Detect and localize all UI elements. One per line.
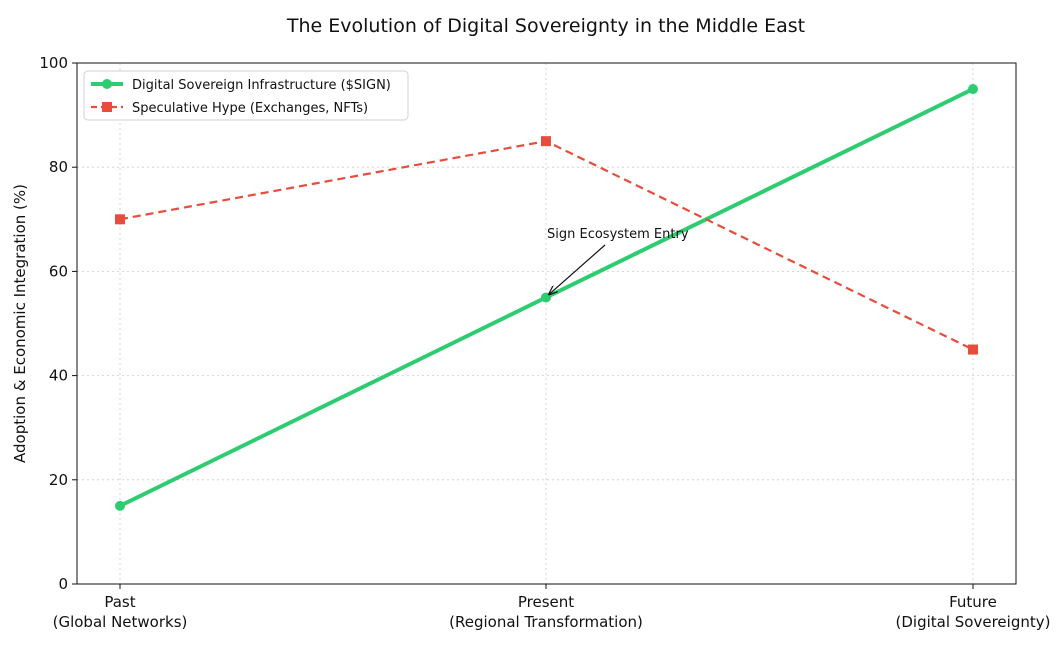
- annotation-arrow: [549, 244, 606, 294]
- legend-label-1: Speculative Hype (Exchanges, NFTs): [132, 101, 368, 116]
- annotations: Sign Ecosystem Entry: [547, 227, 689, 294]
- x-tick-label: Present: [518, 593, 574, 611]
- axes: 0 20 40 60 80 100 Past (Global Networks) Present…: [39, 54, 1050, 631]
- annotation-label: Sign Ecosystem Entry: [547, 227, 689, 242]
- y-tick-label: 40: [49, 367, 68, 385]
- chart-title: The Evolution of Digital Sovereignty in …: [286, 15, 805, 37]
- y-axis-label: Adoption & Economic Integration (%): [11, 184, 29, 463]
- y-tick-label: 20: [49, 471, 68, 489]
- y-tick-label: 0: [58, 575, 68, 593]
- series-line-1: [119, 140, 974, 351]
- series-1-point-1: [541, 136, 551, 147]
- series-1-point-0: [115, 214, 125, 225]
- legend-swatch-marker-1: [102, 102, 112, 112]
- series-0-point-0: [115, 500, 125, 511]
- x-tick-label: (Global Networks): [53, 613, 188, 631]
- y-tick-label: 60: [49, 262, 68, 280]
- legend-box: [83, 70, 409, 121]
- x-tick-label: Past: [104, 593, 135, 611]
- y-tick-label: 100: [39, 54, 68, 72]
- series: [115, 84, 978, 511]
- series-0-point-2: [968, 84, 978, 95]
- x-tick-label: Future: [949, 593, 997, 611]
- x-tick-label: (Digital Sovereignty): [896, 613, 1051, 631]
- legend-label-0: Digital Sovereign Infrastructure ($SIGN): [132, 78, 391, 93]
- legend: Digital Sovereign Infrastructure ($SIGN)…: [83, 70, 409, 121]
- series-1-point-2: [968, 344, 978, 355]
- x-tick-label: (Regional Transformation): [449, 613, 643, 631]
- grid: [77, 63, 1016, 584]
- y-tick-label: 80: [49, 158, 68, 176]
- legend-swatch-marker-0: [102, 79, 112, 89]
